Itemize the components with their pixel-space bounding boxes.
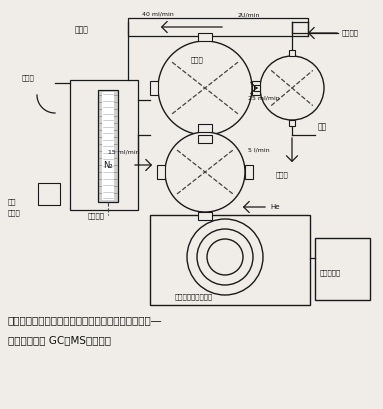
Bar xyxy=(289,50,295,56)
Bar xyxy=(198,33,212,41)
Circle shape xyxy=(260,56,324,120)
Bar xyxy=(198,124,212,132)
Text: クーラ: クーラ xyxy=(8,210,21,216)
Text: キャピラリー GC／MSシステム: キャピラリー GC／MSシステム xyxy=(8,335,111,345)
Text: He: He xyxy=(270,204,280,210)
Bar xyxy=(254,85,260,91)
Bar xyxy=(252,81,260,95)
Bar xyxy=(98,90,118,202)
Bar xyxy=(38,183,60,205)
Text: 大気: 大気 xyxy=(318,123,327,132)
Text: 5 l/min: 5 l/min xyxy=(248,148,270,153)
Text: N₂: N₂ xyxy=(103,160,113,169)
Text: ポンプ: ポンプ xyxy=(75,25,89,34)
Bar xyxy=(150,215,310,305)
Text: 質量分析計: 質量分析計 xyxy=(320,270,341,276)
Text: トラップ: トラップ xyxy=(88,213,105,219)
Bar xyxy=(198,135,212,143)
Text: キャピラリーカラム: キャピラリーカラム xyxy=(175,294,213,300)
Text: 15 ml/min: 15 ml/min xyxy=(108,150,140,155)
Bar xyxy=(150,81,158,95)
Circle shape xyxy=(158,41,252,135)
Text: 40 ml/min: 40 ml/min xyxy=(142,11,174,16)
Text: 2U/min: 2U/min xyxy=(238,13,260,18)
Text: 標準ガス: 標準ガス xyxy=(342,30,359,36)
Bar xyxy=(245,165,253,179)
Bar xyxy=(315,238,370,300)
Text: 電子: 電子 xyxy=(8,199,16,205)
Bar xyxy=(289,120,295,126)
Text: バルブ: バルブ xyxy=(191,57,204,63)
Circle shape xyxy=(165,132,245,212)
Text: ポンプ: ポンプ xyxy=(276,172,289,178)
Bar xyxy=(198,212,212,220)
Bar xyxy=(157,165,165,179)
Bar xyxy=(102,92,114,200)
Text: ヒータ: ヒータ xyxy=(22,75,35,81)
Bar xyxy=(70,80,138,210)
Bar xyxy=(128,18,308,36)
Text: 図１　大気中ガス状有機物質測定のための自動濃縮―: 図１ 大気中ガス状有機物質測定のための自動濃縮― xyxy=(8,315,162,325)
Text: 25 ml/min: 25 ml/min xyxy=(248,95,280,101)
